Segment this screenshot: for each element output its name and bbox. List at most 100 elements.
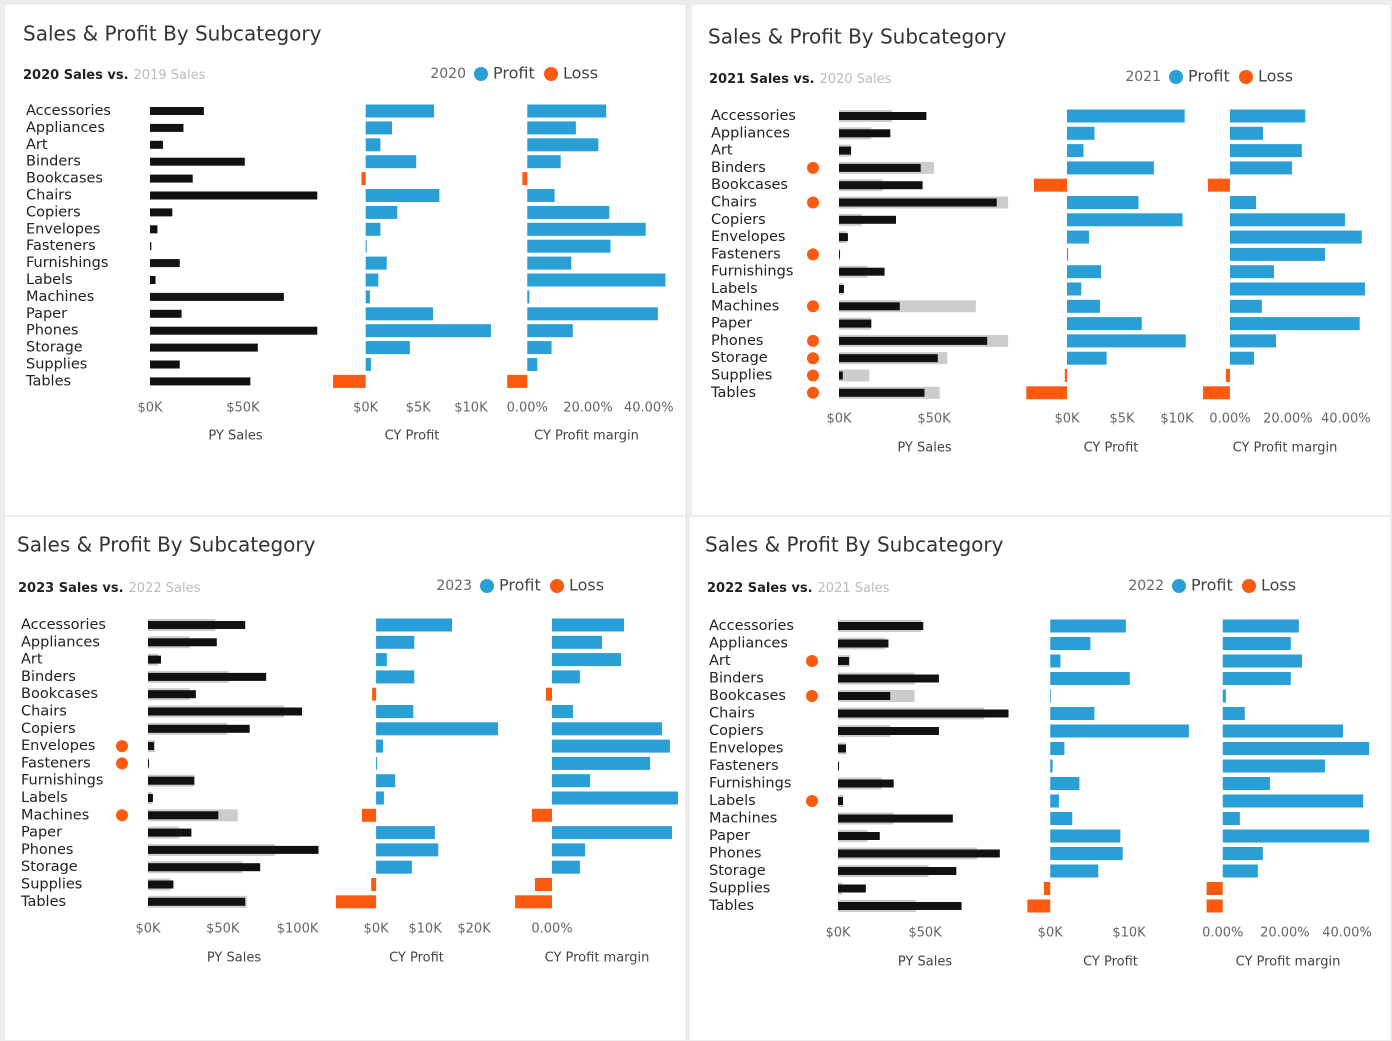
subtitle-current: 2022 Sales vs. xyxy=(707,581,813,596)
legend-title: 2020 xyxy=(430,66,466,82)
margin-bar xyxy=(527,155,561,169)
category-label: Phones xyxy=(711,333,763,349)
profit-bar xyxy=(1067,334,1186,348)
x-tick-label: $50K xyxy=(226,401,260,416)
axis-label: CY Profit margin xyxy=(1236,955,1341,970)
profit-bar xyxy=(1050,672,1130,685)
axis-label: CY Profit xyxy=(389,951,444,966)
panel-title: Sales & Profit By Subcategory xyxy=(23,22,322,46)
margin-bar xyxy=(527,222,646,236)
category-label: Bookcases xyxy=(26,171,103,187)
x-tick-label: 40.00% xyxy=(1321,412,1371,427)
profit-bar xyxy=(365,104,435,118)
category-label: Appliances xyxy=(709,636,788,652)
category-label: Chairs xyxy=(26,188,72,204)
margin-bar xyxy=(527,324,573,338)
margin-bar xyxy=(1222,689,1226,703)
x-tick-label: $0K xyxy=(353,401,379,416)
x-tick-label: $0K xyxy=(825,926,851,941)
profit-bar xyxy=(1027,899,1051,913)
profit-bar xyxy=(365,273,379,287)
margin-bar xyxy=(552,739,670,753)
sales-bar xyxy=(150,208,173,217)
category-label: Accessories xyxy=(709,618,794,634)
profit-bar xyxy=(365,324,491,338)
panel xyxy=(690,517,1390,1040)
margin-bar xyxy=(552,843,585,857)
legend-label: Profit xyxy=(493,64,535,83)
profit-bar xyxy=(1067,299,1100,313)
sales-bar xyxy=(838,814,953,823)
x-tick-label: $10K xyxy=(454,401,488,416)
legend-swatch xyxy=(1172,579,1186,593)
margin-bar xyxy=(507,374,528,388)
x-tick-label: $0K xyxy=(1038,926,1064,941)
sales-bar xyxy=(148,828,192,837)
sales-bar xyxy=(838,849,1000,858)
sales-bar xyxy=(148,672,267,681)
profit-bar xyxy=(376,722,499,736)
profit-bar xyxy=(1067,230,1089,244)
flag-dot xyxy=(116,740,128,753)
category-label: Envelopes xyxy=(709,741,783,757)
category-label: Storage xyxy=(26,340,83,356)
sales-bar xyxy=(838,797,844,805)
margin-bar xyxy=(552,791,678,805)
margin-bar xyxy=(1222,742,1370,755)
margin-bar xyxy=(552,826,672,840)
margin-bar xyxy=(552,860,580,874)
margin-bar xyxy=(522,172,528,186)
profit-bar xyxy=(365,138,381,152)
legend-swatch xyxy=(1239,70,1253,84)
sales-bar xyxy=(839,371,843,380)
category-label: Paper xyxy=(26,306,67,322)
profit-bar xyxy=(1050,812,1073,825)
profit-bar xyxy=(1050,689,1052,703)
margin-bar xyxy=(552,756,651,770)
category-label: Chairs xyxy=(21,704,67,720)
sales-bar xyxy=(148,621,246,629)
sales-bar xyxy=(148,880,174,889)
category-label: Paper xyxy=(709,828,750,844)
x-tick-label: $10K xyxy=(1112,926,1146,941)
category-label: Tables xyxy=(710,385,756,401)
margin-bar xyxy=(527,205,610,219)
margin-bar xyxy=(1222,812,1240,825)
sales-bar xyxy=(148,811,219,820)
sales-bar xyxy=(839,233,848,242)
x-tick-label: $5K xyxy=(1109,412,1135,427)
subtitle-previous: 2021 Sales xyxy=(818,581,890,596)
profit-bar xyxy=(1067,247,1069,261)
sales-bar xyxy=(150,140,164,149)
x-tick-label: 0.00% xyxy=(531,922,572,937)
x-tick-label: 20.00% xyxy=(1260,926,1310,941)
sales-bar xyxy=(148,794,153,802)
category-label: Supplies xyxy=(709,881,770,897)
category-label: Binders xyxy=(21,669,76,685)
category-label: Accessories xyxy=(26,103,111,119)
legend-label: Profit xyxy=(1191,576,1233,595)
category-label: Binders xyxy=(26,154,81,170)
axis-label: PY Sales xyxy=(898,955,952,970)
margin-bar xyxy=(1229,351,1255,365)
subtitle: 2022 Sales vs. 2021 Sales xyxy=(707,581,890,596)
profit-bar xyxy=(376,774,396,788)
category-label: Machines xyxy=(26,289,94,305)
legend-title: 2022 xyxy=(1128,578,1164,594)
sales-bar xyxy=(150,360,180,369)
x-tick-label: $50K xyxy=(908,926,942,941)
x-tick-label: $10K xyxy=(1160,412,1194,427)
profit-bar xyxy=(376,739,383,753)
profit-bar xyxy=(376,860,412,874)
sales-bar xyxy=(150,259,180,268)
sales-bar xyxy=(839,198,997,207)
margin-bar xyxy=(1229,282,1365,296)
sales-bar xyxy=(148,724,250,733)
sales-bar xyxy=(839,354,938,363)
flag-dot xyxy=(807,352,819,365)
profit-bar xyxy=(365,121,392,135)
profit-bar xyxy=(376,826,435,840)
profit-bar xyxy=(365,290,370,304)
category-label: Bookcases xyxy=(711,177,788,193)
margin-bar xyxy=(527,341,552,355)
